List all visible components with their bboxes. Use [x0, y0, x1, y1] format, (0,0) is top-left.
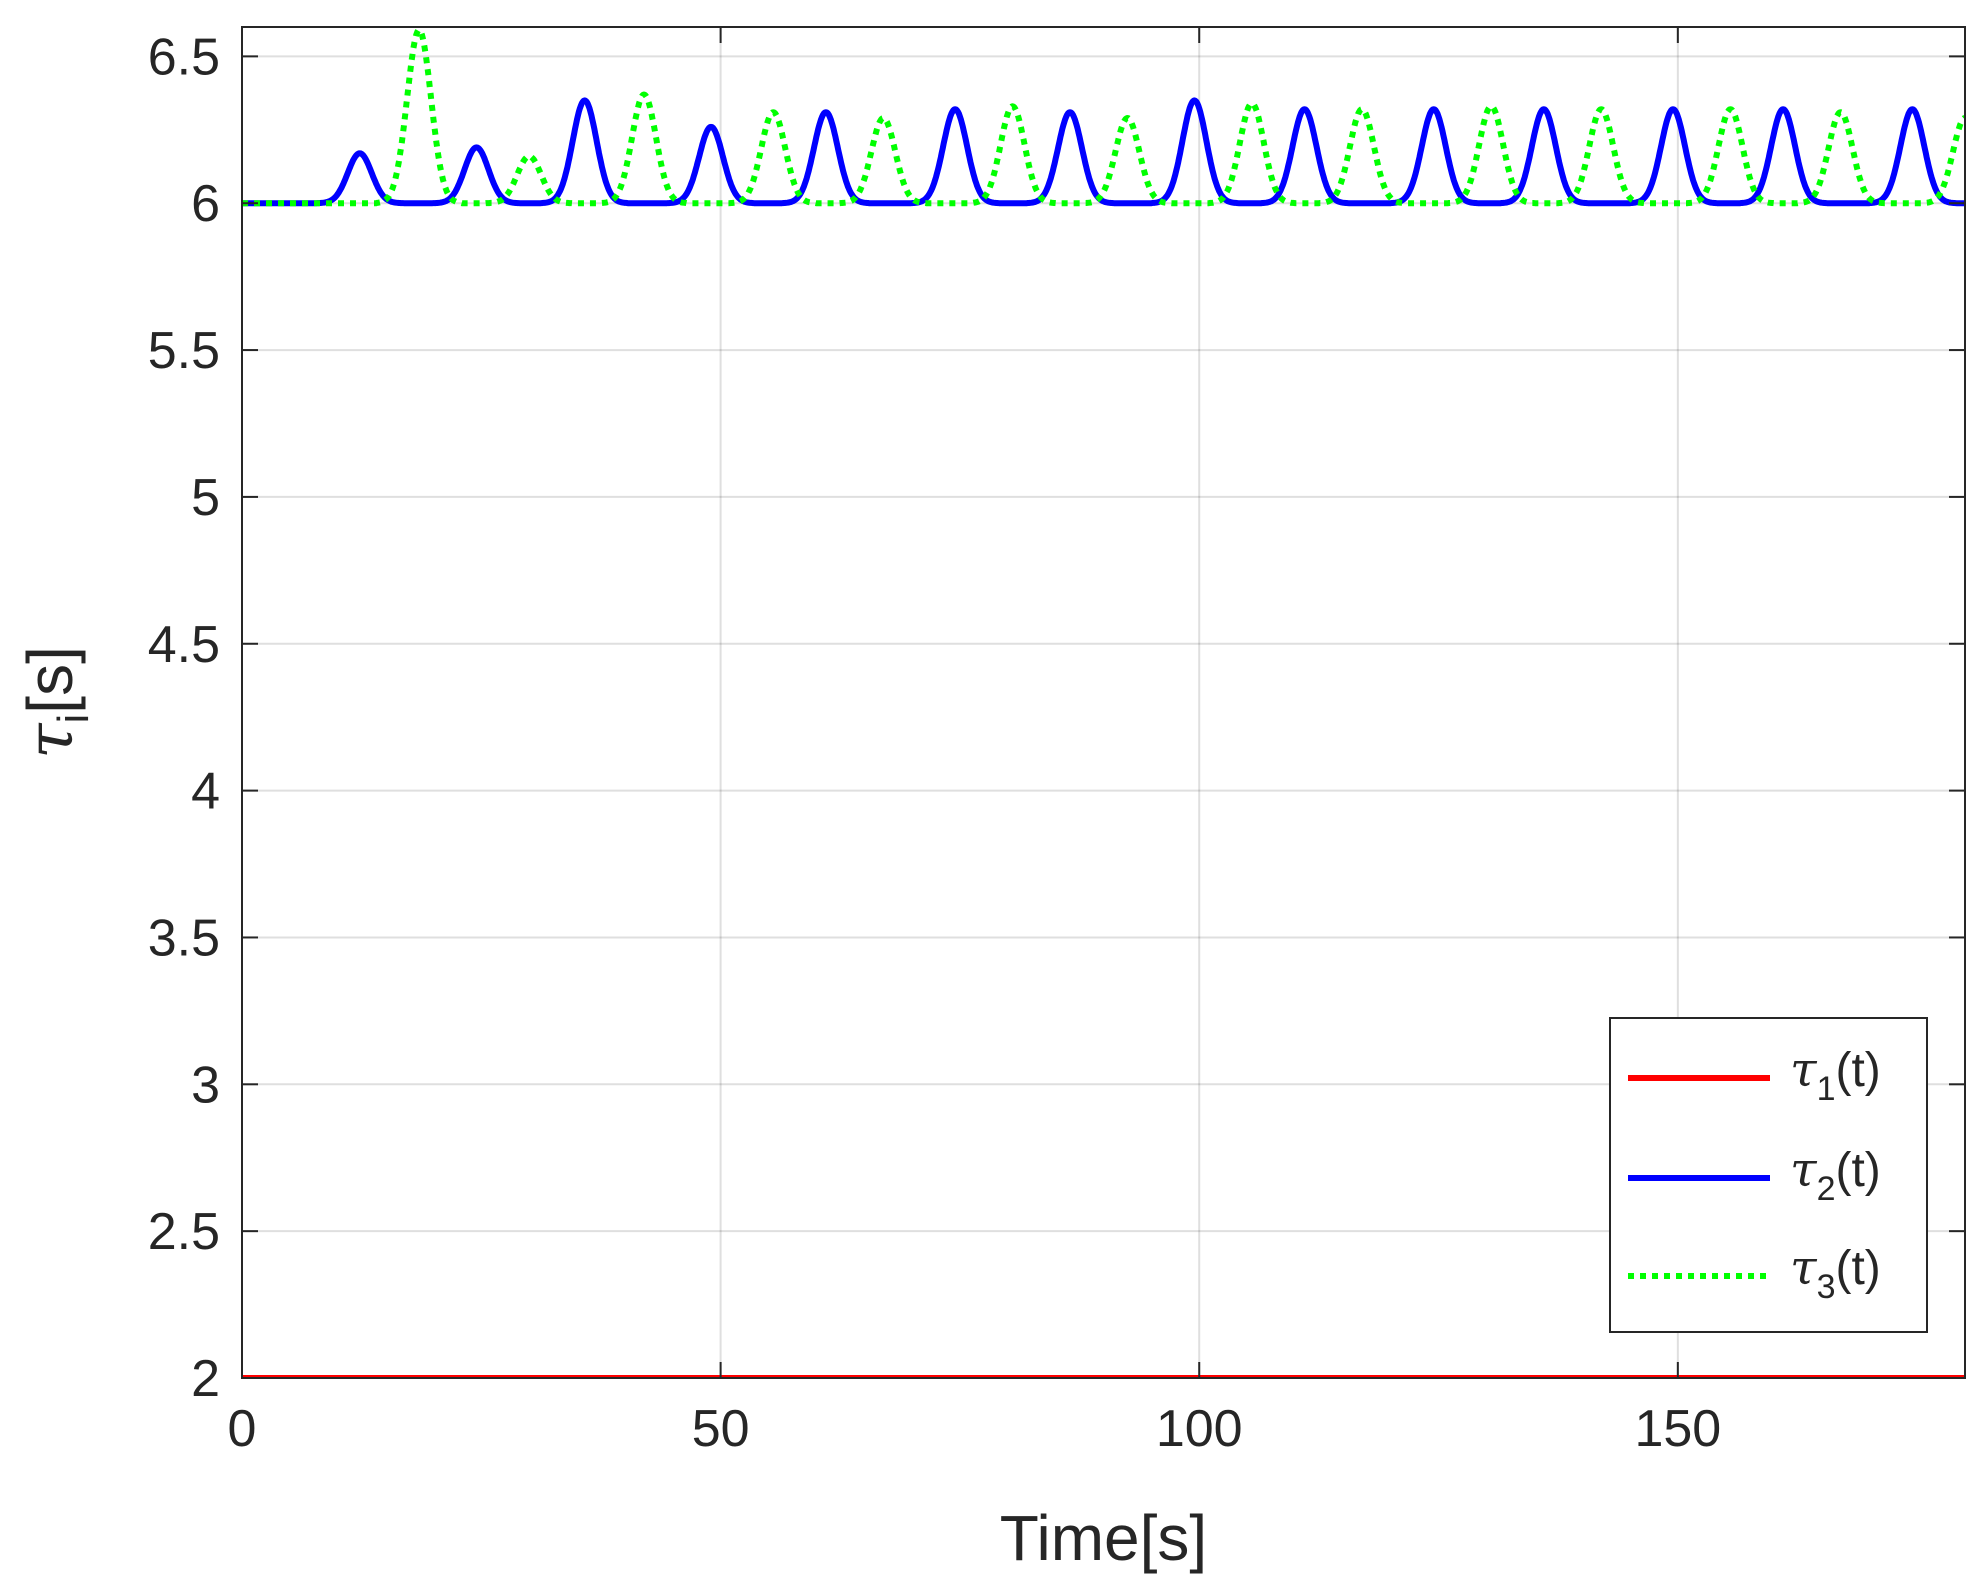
- y-axis-label-suffix: [s]: [14, 646, 86, 714]
- y-tick-label: 6.5: [148, 28, 220, 86]
- axis-ticks: [241, 27, 1965, 1379]
- y-tick-label: 2.5: [148, 1203, 220, 1261]
- legend-label-tau-1: τ1(t): [1790, 1042, 1881, 1108]
- legend-label-tau-1-symbol: τ: [1790, 1042, 1818, 1098]
- legend-label-tau-1-suffix: (t): [1835, 1044, 1880, 1097]
- legend-label-tau-3-subscript: 3: [1817, 1268, 1836, 1306]
- y-axis-label-subscript: i: [49, 714, 98, 724]
- x-tick-label: 150: [1634, 1400, 1721, 1458]
- y-tick-label: 5.5: [148, 322, 220, 380]
- y-tick-label: 6: [191, 175, 220, 233]
- y-tick-label: 4.5: [148, 616, 220, 674]
- x-axis-label: Time[s]: [1000, 1502, 1207, 1574]
- y-tick-label: 5: [191, 469, 220, 527]
- axes-frame: [241, 26, 1966, 1379]
- legend-label-tau-2-symbol: τ: [1790, 1142, 1818, 1198]
- x-tick-label: 0: [228, 1400, 257, 1458]
- legend-label-tau-2-suffix: (t): [1835, 1144, 1880, 1197]
- y-axis-label: τi[s]: [14, 646, 98, 759]
- y-axis-label-symbol: τ: [14, 722, 88, 759]
- legend-label-tau-2-subscript: 2: [1817, 1170, 1836, 1208]
- legend-label-tau-1-subscript: 1: [1817, 1070, 1836, 1108]
- series-line-tau-2: [242, 97, 1965, 207]
- y-tick-label: 3: [191, 1056, 220, 1114]
- legend-label-tau-3: τ3(t): [1790, 1240, 1881, 1306]
- x-tick-label: 50: [692, 1400, 750, 1458]
- legend-label-tau-2: τ2(t): [1790, 1142, 1881, 1208]
- legend-label-tau-3-symbol: τ: [1790, 1240, 1818, 1296]
- x-tick-label: 100: [1156, 1400, 1243, 1458]
- legend: τ1(t) τ2(t) τ3(t): [1609, 1017, 1928, 1333]
- y-tick-label: 4: [191, 763, 220, 821]
- tick-labels: 0 50 100 150 2 2.5 3 3.5 4 4.5 5 5.5 6 6.5: [148, 28, 1722, 1458]
- y-tick-label: 2: [191, 1350, 220, 1408]
- series-line-tau-3: [242, 27, 1965, 207]
- legend-label-tau-3-suffix: (t): [1835, 1242, 1880, 1295]
- series-layer: [242, 27, 1965, 1378]
- y-tick-label: 3.5: [148, 909, 220, 967]
